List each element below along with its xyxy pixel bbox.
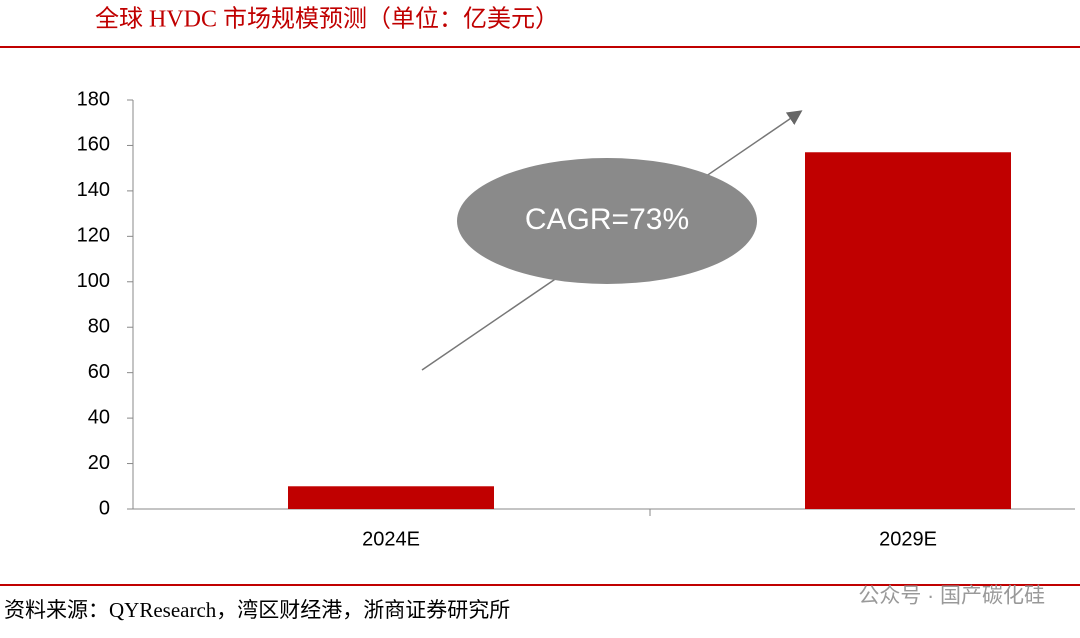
y-tick-label: 120 bbox=[77, 225, 110, 247]
y-tick-label: 60 bbox=[88, 361, 110, 383]
y-tick-label: 180 bbox=[77, 88, 110, 110]
y-tick-label: 40 bbox=[88, 406, 110, 428]
chart-title: 全球 HVDC 市场规模预测（单位：亿美元） bbox=[95, 6, 559, 33]
annotation-bubble bbox=[457, 158, 757, 284]
x-tick-label: 2029E bbox=[879, 528, 937, 550]
source-note: 资料来源：QYResearch，湾区财经港，浙商证券研究所 bbox=[4, 598, 510, 622]
watermark: 公众号 · 国产碳化硅 bbox=[858, 585, 1045, 608]
y-tick-label: 20 bbox=[88, 452, 110, 474]
x-tick-label: 2024E bbox=[362, 528, 420, 550]
y-tick-label: 140 bbox=[77, 179, 110, 201]
y-tick-label: 100 bbox=[77, 270, 110, 292]
y-tick-label: 160 bbox=[77, 134, 110, 156]
bar bbox=[288, 486, 494, 509]
annotation: CAGR=73% bbox=[525, 203, 689, 236]
y-tick-label: 0 bbox=[99, 497, 110, 519]
bar bbox=[805, 152, 1011, 509]
y-tick-label: 80 bbox=[88, 316, 110, 338]
